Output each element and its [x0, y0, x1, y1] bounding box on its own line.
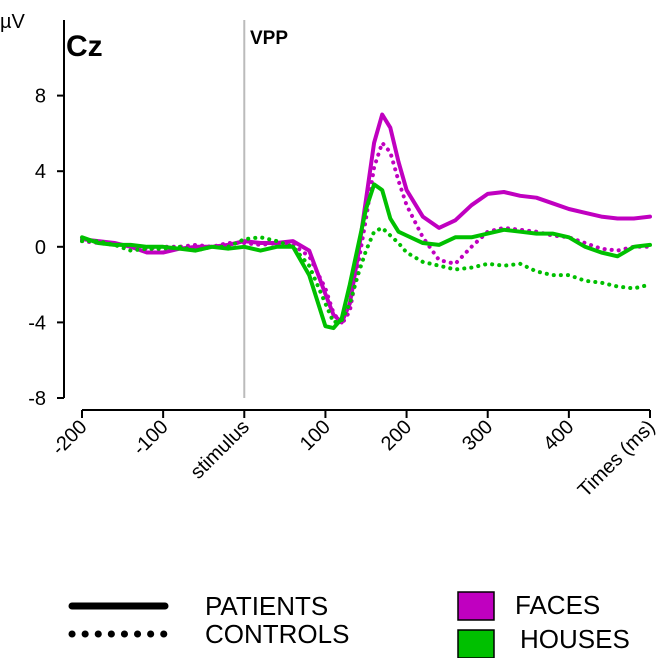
y-tick-label: -8 [28, 388, 46, 410]
legend-swatch [457, 591, 495, 621]
annotation: VPP [250, 28, 288, 49]
legend-swatch [457, 629, 495, 658]
x-tick-label: 300 [458, 416, 497, 455]
y-tick-label: 0 [35, 237, 46, 259]
series-line [80, 225, 652, 325]
series-line [80, 182, 652, 331]
legend-label: PATIENTS [205, 591, 328, 621]
y-tick-label: -4 [28, 312, 46, 334]
y-tick-label: 4 [35, 161, 46, 183]
y-tick-label: 8 [35, 86, 46, 108]
y-axis-label: µV [0, 11, 26, 33]
x-tick-label: stimulus [186, 416, 253, 483]
x-tick-label: -100 [129, 416, 173, 460]
series-line [80, 112, 652, 325]
series-line [80, 140, 652, 327]
x-tick-label: 100 [296, 416, 335, 455]
x-tick-label: Times (ms) [574, 416, 656, 502]
legend-label: HOUSES [520, 624, 630, 654]
legend-label: CONTROLS [205, 619, 349, 649]
legend-label: FACES [515, 590, 600, 620]
x-tick-label: 200 [377, 416, 416, 455]
chart-title: Cz [66, 30, 103, 63]
x-tick-label: -200 [48, 416, 92, 460]
x-tick-label: 400 [539, 416, 578, 455]
